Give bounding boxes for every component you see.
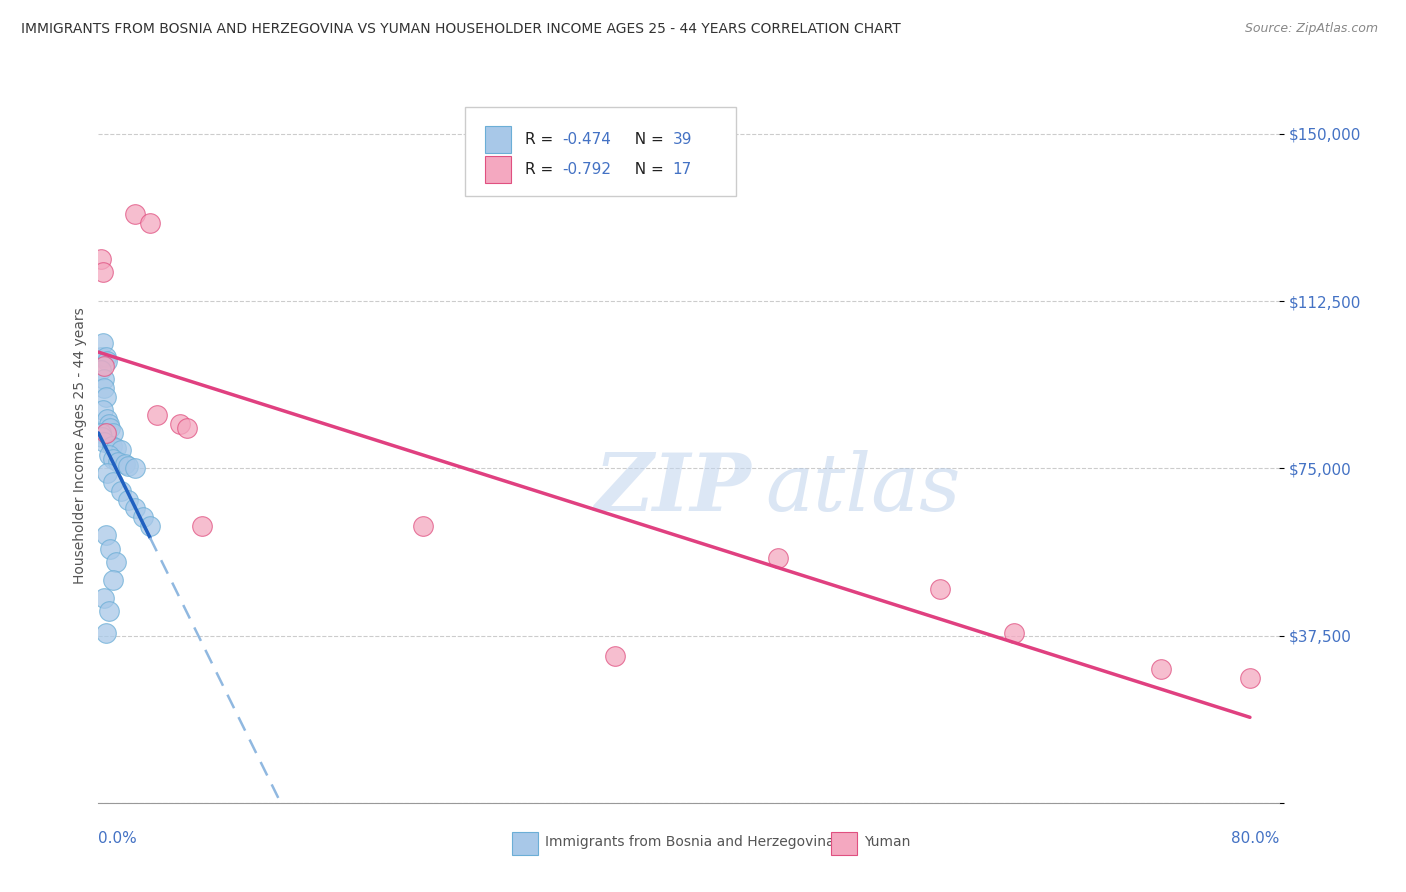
Bar [512, 832, 537, 855]
Point [94, 390, 117, 404]
Point [1239, 671, 1261, 685]
Point [139, 519, 162, 533]
Text: -0.474: -0.474 [562, 132, 612, 147]
Point [929, 582, 952, 596]
Point [114, 457, 136, 471]
Point [132, 510, 155, 524]
Text: Yuman: Yuman [863, 835, 910, 849]
Point [110, 443, 132, 458]
Point [124, 461, 146, 475]
Point [176, 421, 198, 435]
Point [98, 541, 121, 556]
Point [107, 454, 129, 468]
Point [124, 207, 146, 221]
Text: IMMIGRANTS FROM BOSNIA AND HERZEGOVINA VS YUMAN HOUSEHOLDER INCOME AGES 25 - 44 : IMMIGRANTS FROM BOSNIA AND HERZEGOVINA V… [21, 22, 901, 37]
Point [412, 519, 434, 533]
Text: 39: 39 [672, 132, 692, 147]
Point [93, 372, 115, 386]
Text: 17: 17 [672, 162, 692, 178]
Point [97, 417, 120, 431]
Point [90, 252, 112, 266]
Text: 0.0%: 0.0% [98, 831, 138, 847]
Text: Immigrants from Bosnia and Herzegovina: Immigrants from Bosnia and Herzegovina [546, 835, 835, 849]
Point [605, 648, 627, 663]
Text: Source: ZipAtlas.com: Source: ZipAtlas.com [1244, 22, 1378, 36]
Point [91, 265, 114, 279]
Point [117, 458, 139, 473]
Point [91, 430, 114, 444]
Point [96, 354, 118, 368]
Bar [831, 832, 856, 855]
Point [103, 475, 125, 489]
Point [93, 434, 115, 449]
Point [105, 555, 128, 569]
Text: N =: N = [626, 132, 669, 147]
Text: -0.792: -0.792 [562, 162, 612, 178]
Point [191, 519, 214, 533]
Point [1002, 626, 1025, 640]
Point [93, 381, 115, 395]
Text: R =: R = [524, 162, 558, 178]
Point [93, 591, 115, 605]
Point [91, 403, 114, 417]
Point [94, 425, 117, 440]
Point [100, 439, 122, 453]
Point [124, 501, 146, 516]
Point [91, 336, 114, 351]
Point [94, 528, 117, 542]
Point [103, 425, 125, 440]
Point [97, 604, 120, 618]
Point [90, 425, 112, 440]
Text: 80.0%: 80.0% [1232, 831, 1279, 847]
Point [94, 350, 117, 364]
Text: R =: R = [524, 132, 558, 147]
Point [90, 350, 112, 364]
Point [1150, 662, 1173, 676]
Point [98, 421, 121, 435]
Bar [485, 156, 510, 183]
Point [96, 412, 118, 426]
Point [117, 492, 139, 507]
Point [90, 363, 112, 377]
FancyBboxPatch shape [464, 107, 737, 196]
Point [103, 573, 125, 587]
Point [105, 441, 128, 455]
Point [96, 466, 118, 480]
Point [169, 417, 191, 431]
Bar [485, 126, 510, 153]
Point [97, 448, 120, 462]
Point [766, 550, 789, 565]
Point [110, 483, 132, 498]
Text: atlas: atlas [766, 450, 962, 527]
Point [103, 452, 125, 467]
Y-axis label: Householder Income Ages 25 - 44 years: Householder Income Ages 25 - 44 years [73, 308, 87, 584]
Point [94, 626, 117, 640]
Point [93, 359, 115, 373]
Text: N =: N = [626, 162, 669, 178]
Text: ZIP: ZIP [595, 450, 751, 527]
Point [139, 216, 162, 230]
Point [146, 408, 169, 422]
